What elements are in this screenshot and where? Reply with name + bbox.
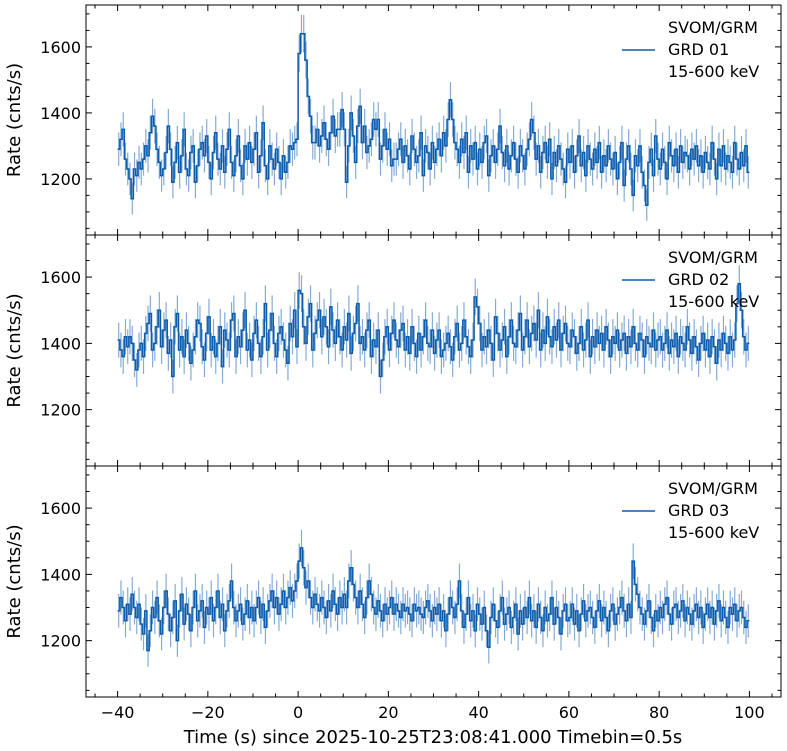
legend-label: 15-600 keV xyxy=(668,523,759,542)
legend-label: SVOM/GRM xyxy=(668,248,758,267)
x-tick-label: 40 xyxy=(468,703,488,722)
y-tick-label: 1600 xyxy=(40,38,81,57)
legend-label: GRD 02 xyxy=(668,270,729,289)
y-tick-label: 1400 xyxy=(40,334,81,353)
y-tick-label: 1200 xyxy=(40,632,81,651)
x-tick-label: 80 xyxy=(649,703,669,722)
panel-2: 1200 1400 1600 Rate (cnts/s) SVOM/GRM GRD 02 1… xyxy=(4,234,782,467)
x-tick-label: 0 xyxy=(293,703,303,722)
y-tick-label: 1600 xyxy=(40,268,81,287)
panel-1: 1200 1400 1600 Rate (cnts/s) SVOM/GRM GRD 01 1… xyxy=(4,4,782,236)
y-axis-label: Rate (cnts/s) xyxy=(4,524,25,638)
panel-3: 1200 1400 1600 −40 −20 0 20 40 60 80 100 Rate (cnts… xyxy=(4,465,782,722)
y-tick-label: 1400 xyxy=(40,104,81,123)
x-tick-label: −40 xyxy=(101,703,135,722)
y-tick-label: 1600 xyxy=(40,499,81,518)
rate-step-line xyxy=(117,547,750,652)
x-axis-label: Time (s) since 2025-10-25T23:08:41.000 T… xyxy=(183,727,683,748)
y-tick-label: 1200 xyxy=(40,401,81,420)
x-tick-label: 20 xyxy=(378,703,398,722)
y-tick-label: 1200 xyxy=(40,170,81,189)
rate-step-line xyxy=(117,282,750,378)
legend-label: 15-600 keV xyxy=(668,62,759,81)
y-tick-label: 1400 xyxy=(40,565,81,584)
legend-label: GRD 01 xyxy=(668,40,729,59)
x-tick-label: 60 xyxy=(559,703,579,722)
legend-label: SVOM/GRM xyxy=(668,18,758,37)
legend-label: SVOM/GRM xyxy=(668,479,758,498)
x-tick-label: 100 xyxy=(734,703,765,722)
y-axis-label: Rate (cnts/s) xyxy=(4,63,25,177)
legend-label: 15-600 keV xyxy=(668,292,759,311)
rate-step-line xyxy=(117,32,750,207)
legend-label: GRD 03 xyxy=(668,501,729,520)
y-axis-label: Rate (cnts/s) xyxy=(4,293,25,407)
x-tick-label: −20 xyxy=(191,703,225,722)
